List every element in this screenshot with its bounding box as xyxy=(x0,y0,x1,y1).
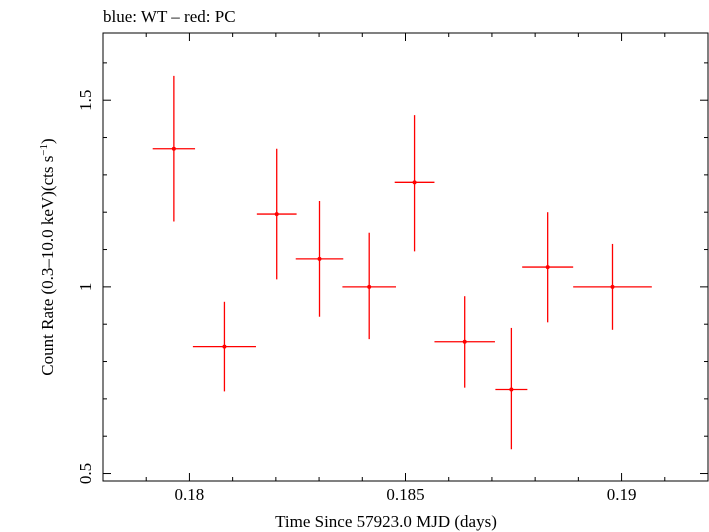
y-axis-label-exponent: −1 xyxy=(38,144,50,156)
y-axis-label: Count Rate (0.3–10.0 keV)(cts s−1) xyxy=(38,138,57,375)
data-point-1 xyxy=(222,344,227,349)
x-tick-label-0: 0.18 xyxy=(175,485,205,504)
data-point-6 xyxy=(462,339,467,344)
data-point-2 xyxy=(274,212,279,217)
y-axis-label-close: ) xyxy=(38,138,57,144)
y-tick-label-2: 1.5 xyxy=(76,90,95,111)
plot-frame xyxy=(102,32,709,482)
y-axis-label-main: Count Rate (0.3–10.0 keV)(cts s xyxy=(38,156,57,376)
chart-title: blue: WT – red: PC xyxy=(103,7,236,26)
y-tick-label-1: 1 xyxy=(76,283,95,292)
data-point-8 xyxy=(545,265,550,270)
data-point-7 xyxy=(509,387,514,392)
data-point-0 xyxy=(171,146,176,151)
data-point-3 xyxy=(317,256,322,261)
y-tick-label-0: 0.5 xyxy=(76,463,95,484)
axes: 0.18 0.185 0.19 0.5 1 1.5 xyxy=(76,33,709,504)
data-point-4 xyxy=(367,284,372,289)
x-tick-label-2: 0.19 xyxy=(607,485,637,504)
data-point-5 xyxy=(412,180,417,185)
x-axis-label: Time Since 57923.0 MJD (days) xyxy=(275,512,497,531)
x-tick-label-1: 0.185 xyxy=(386,485,424,504)
data-point-9 xyxy=(610,284,615,289)
data-series xyxy=(152,75,652,450)
